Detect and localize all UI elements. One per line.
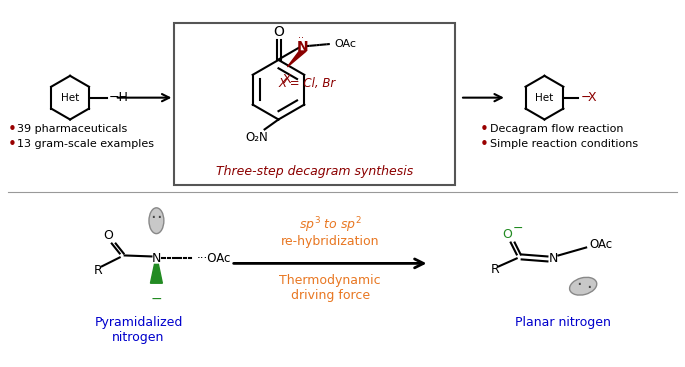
- Text: N: N: [549, 252, 558, 265]
- Text: O: O: [103, 229, 113, 242]
- Text: •: •: [480, 137, 489, 152]
- Polygon shape: [288, 51, 306, 67]
- Text: •: •: [480, 122, 489, 137]
- Text: OAc: OAc: [589, 238, 612, 251]
- Text: Pyramidalized
nitrogen: Pyramidalized nitrogen: [95, 316, 183, 344]
- Text: •: •: [8, 137, 16, 152]
- Text: R: R: [93, 264, 102, 277]
- Ellipse shape: [532, 86, 558, 110]
- Ellipse shape: [149, 208, 164, 234]
- Text: •: •: [8, 122, 16, 137]
- Text: N: N: [297, 40, 308, 54]
- Text: Het: Het: [61, 92, 79, 103]
- Text: −: −: [151, 292, 162, 306]
- Text: −: −: [580, 91, 590, 104]
- Text: re-hybridization: re-hybridization: [281, 235, 379, 248]
- Ellipse shape: [57, 86, 83, 110]
- Text: X: X: [587, 91, 596, 104]
- Text: Thermodynamic
driving force: Thermodynamic driving force: [279, 274, 381, 302]
- Text: Planar nitrogen: Planar nitrogen: [515, 316, 611, 329]
- Text: R: R: [490, 263, 499, 276]
- Polygon shape: [151, 264, 162, 283]
- Text: Simple reaction conditions: Simple reaction conditions: [490, 139, 638, 149]
- Text: X = Cl, Br: X = Cl, Br: [279, 77, 336, 90]
- Text: −H: −H: [109, 91, 129, 104]
- Text: O₂N: O₂N: [245, 131, 268, 144]
- Text: $sp^3$ to $sp^2$: $sp^3$ to $sp^2$: [299, 216, 362, 236]
- Text: Het: Het: [536, 92, 553, 103]
- Text: Three-step decagram synthesis: Three-step decagram synthesis: [216, 165, 413, 178]
- Ellipse shape: [569, 277, 597, 295]
- Text: ·: ·: [156, 209, 162, 227]
- Text: ·: ·: [151, 209, 156, 227]
- Text: ···OAc: ···OAc: [197, 252, 232, 265]
- Text: OAc: OAc: [334, 39, 356, 49]
- Text: ·: ·: [586, 279, 592, 297]
- Text: O: O: [502, 228, 512, 241]
- Bar: [174, 23, 455, 185]
- Text: X: X: [283, 73, 292, 86]
- Text: 39 pharmaceuticals: 39 pharmaceuticals: [18, 124, 127, 134]
- Text: ··: ··: [298, 33, 304, 43]
- Text: Decagram flow reaction: Decagram flow reaction: [490, 124, 623, 134]
- Text: N: N: [152, 252, 161, 265]
- Text: −: −: [512, 222, 523, 235]
- Text: O: O: [273, 25, 284, 39]
- Text: 13 gram-scale examples: 13 gram-scale examples: [18, 139, 155, 149]
- Text: ·: ·: [576, 276, 582, 294]
